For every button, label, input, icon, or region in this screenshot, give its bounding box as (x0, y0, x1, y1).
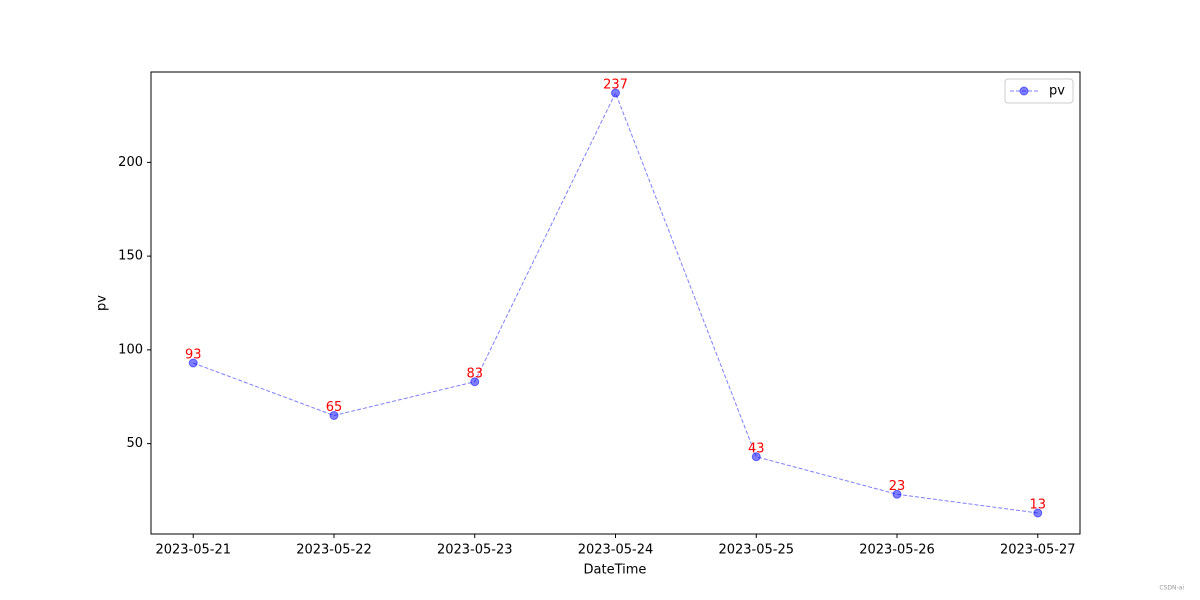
x-tick-label: 2023-05-26 (859, 543, 935, 558)
point (329, 411, 339, 420)
point (470, 377, 480, 387)
y-tick-label: 150 (118, 249, 143, 264)
y-tick-label: 100 (118, 342, 143, 357)
data-label: 13 (1029, 498, 1046, 513)
data-label: 237 (603, 78, 628, 93)
x-tick-label: 2023-05-21 (155, 543, 231, 558)
x-tick-label: 2023-05-25 (718, 543, 794, 558)
y-tick-label: 200 (118, 155, 143, 170)
legend-box (1004, 78, 1074, 104)
data-label: 23 (889, 479, 906, 494)
x-tick-label: 2023-05-27 (1000, 543, 1076, 558)
point (188, 358, 198, 368)
x-axis-label: DateTime (584, 563, 647, 578)
point (611, 88, 620, 98)
point (751, 452, 761, 462)
data-label: 83 (466, 366, 483, 381)
y-axis-label: pv (95, 295, 110, 311)
plot-frame (150, 71, 1081, 535)
point (1033, 508, 1043, 518)
watermark: CSDN-ai (1159, 585, 1184, 592)
data-label: 65 (326, 400, 343, 415)
legend-label: pv (1049, 84, 1065, 99)
x-tick-label: 2023-05-23 (437, 543, 513, 558)
legend-marker (1019, 86, 1029, 96)
x-tick-label: 2023-05-22 (296, 543, 372, 558)
y-tick-label: 50 (126, 436, 143, 451)
data-label: 43 (748, 441, 765, 456)
point (892, 489, 902, 499)
x-tick-label: 2023-05-24 (578, 543, 654, 558)
data-label: 93 (185, 348, 202, 363)
